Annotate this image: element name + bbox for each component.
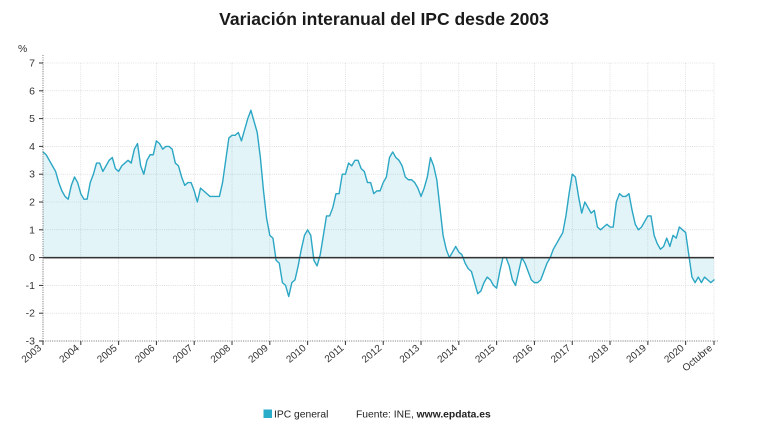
svg-text:6: 6 <box>29 85 35 97</box>
svg-text:2012: 2012 <box>360 343 384 366</box>
svg-text:0: 0 <box>29 252 35 264</box>
svg-text:2018: 2018 <box>587 343 611 366</box>
svg-text:2010: 2010 <box>284 343 308 366</box>
svg-text:2019: 2019 <box>625 343 649 366</box>
svg-text:2006: 2006 <box>133 343 157 366</box>
svg-text:2009: 2009 <box>247 343 271 366</box>
svg-text:2016: 2016 <box>511 343 535 366</box>
svg-text:2008: 2008 <box>209 343 233 366</box>
svg-text:-2: -2 <box>26 308 35 320</box>
svg-text:2017: 2017 <box>549 343 573 366</box>
svg-text:2013: 2013 <box>398 343 422 366</box>
svg-text:2004: 2004 <box>58 343 82 366</box>
svg-text:2020: 2020 <box>662 343 686 366</box>
svg-text:5: 5 <box>29 113 35 125</box>
svg-text:2: 2 <box>29 197 35 209</box>
svg-text:Octubre: Octubre <box>681 343 716 375</box>
svg-text:2015: 2015 <box>473 343 497 366</box>
svg-text:4: 4 <box>29 141 35 153</box>
svg-text:2003: 2003 <box>20 343 44 366</box>
svg-text:IPC general: IPC general <box>274 410 328 421</box>
svg-text:-1: -1 <box>26 280 35 292</box>
svg-text:2007: 2007 <box>171 343 195 366</box>
svg-text:2005: 2005 <box>95 343 119 366</box>
svg-text:3: 3 <box>29 169 35 181</box>
svg-text:7: 7 <box>29 58 35 70</box>
svg-text:2011: 2011 <box>323 343 347 366</box>
svg-text:1: 1 <box>29 224 35 236</box>
svg-text:2014: 2014 <box>436 343 460 366</box>
svg-text:%: % <box>18 43 27 55</box>
svg-text:Fuente: INE, www.epdata.es: Fuente: INE, www.epdata.es <box>356 410 491 421</box>
